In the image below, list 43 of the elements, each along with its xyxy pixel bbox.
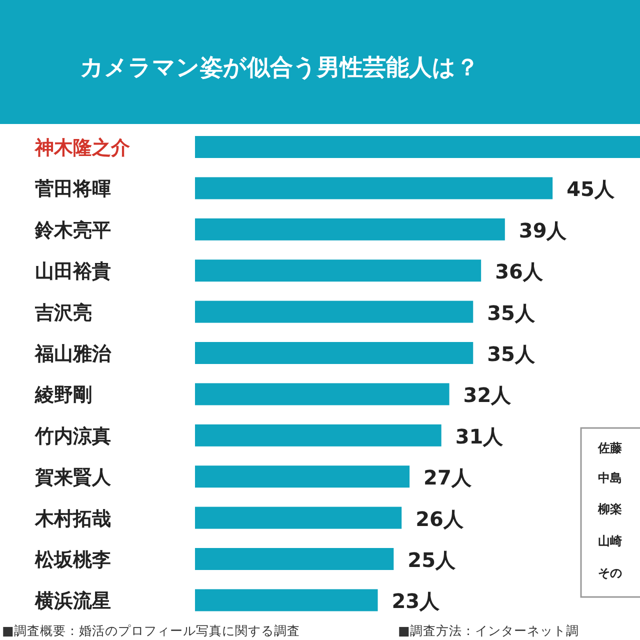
y-tick-label: 横浜流星 bbox=[34, 590, 111, 612]
bar bbox=[195, 177, 553, 200]
bar bbox=[195, 548, 394, 570]
bar bbox=[195, 218, 505, 240]
bar bbox=[195, 589, 378, 612]
data-label: 35人 bbox=[487, 342, 536, 366]
y-tick-label: 綾野剛 bbox=[34, 384, 92, 406]
bar bbox=[195, 424, 442, 446]
bar bbox=[195, 260, 482, 282]
y-tick-label: 竹内涼真 bbox=[34, 425, 111, 448]
annotation: 柳楽 bbox=[597, 502, 622, 516]
bar bbox=[195, 383, 450, 406]
data-label: 32人 bbox=[463, 383, 512, 408]
y-tick-label: 神木隆之介 bbox=[34, 137, 131, 159]
data-label: 25人 bbox=[408, 548, 456, 572]
bar bbox=[195, 136, 640, 158]
annotation: その bbox=[598, 566, 622, 580]
y-tick-label: 鈴木亮平 bbox=[34, 219, 111, 242]
bar bbox=[195, 506, 402, 529]
y-tick-label: 菅田将暉 bbox=[34, 178, 111, 200]
data-label: 39人 bbox=[518, 218, 568, 242]
text: ■調査方法：インターネット調 bbox=[398, 623, 579, 638]
data-label: 23人 bbox=[392, 589, 441, 614]
y-tick-label: 山田裕貴 bbox=[35, 260, 111, 283]
annotation: 佐藤 bbox=[597, 441, 622, 455]
y-tick-label: 福山雅治 bbox=[34, 343, 112, 365]
annotation: 山崎 bbox=[598, 534, 622, 548]
data-label: 26人 bbox=[416, 506, 464, 531]
data-label: 31人 bbox=[455, 424, 504, 448]
bar bbox=[195, 300, 474, 323]
y-tick-label: 木村拓哉 bbox=[34, 508, 111, 530]
data-label: 45人 bbox=[566, 177, 616, 202]
y-tick-label: 賀来賢人 bbox=[34, 466, 112, 489]
data-label: 27人 bbox=[424, 466, 472, 490]
annotation: 中島 bbox=[598, 471, 622, 485]
bar bbox=[195, 466, 410, 488]
text: ■調査概要：婚活のプロフィール写真に関する調査 bbox=[2, 623, 300, 638]
chart-title: カメラマン姿が似合う男性芸能人は？ bbox=[80, 55, 479, 81]
data-label: 35人 bbox=[487, 300, 536, 325]
data-label: 36人 bbox=[495, 260, 544, 284]
y-tick-label: 吉沢亮 bbox=[34, 302, 92, 324]
bar bbox=[195, 342, 474, 364]
y-tick-label: 松坂桃李 bbox=[34, 549, 111, 571]
